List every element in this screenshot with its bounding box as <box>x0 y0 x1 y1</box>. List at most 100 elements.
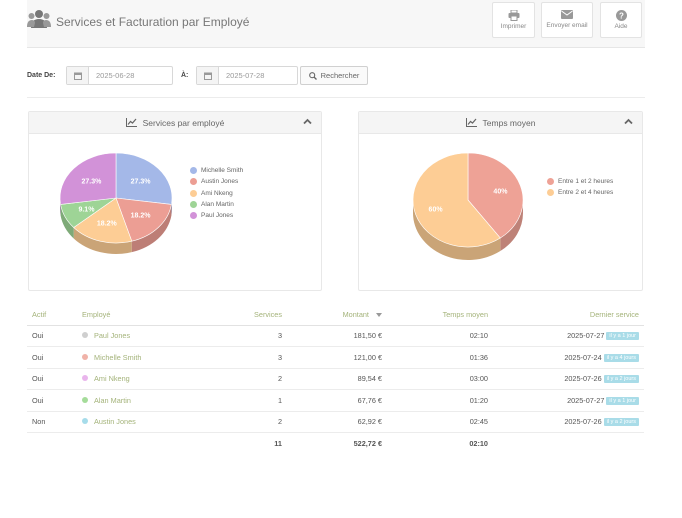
legend-label: Michelle Smith <box>201 167 244 175</box>
legend-swatch <box>190 178 197 186</box>
status-dot <box>82 353 88 360</box>
col-services[interactable]: Services <box>227 305 287 326</box>
legend-swatch <box>190 167 197 175</box>
avg-time-pie-chart: 40% 60% <box>412 152 524 260</box>
last-service-cell: 2025-07-26 il y a 2 jours <box>493 368 644 390</box>
table-row[interactable]: Oui Michelle Smith 3 121,00 €01:36 2025-07-2… <box>27 346 644 369</box>
pie-slice-side <box>60 204 74 239</box>
date-from-value[interactable]: 2025-06-28 <box>96 71 135 80</box>
date-to-value[interactable]: 2025-07-28 <box>226 71 265 80</box>
temps-cell: 03:00 <box>387 368 493 390</box>
legend-item[interactable]: Austin Jones <box>190 176 243 187</box>
print-button[interactable]: Imprimer <box>492 2 535 38</box>
actif-cell: Oui <box>27 346 77 369</box>
temps-cell: 01:36 <box>387 346 493 369</box>
total-montant: 522,72 € <box>353 439 382 448</box>
svg-text:?: ? <box>619 11 624 20</box>
employee-name[interactable]: Michelle Smith <box>94 352 142 362</box>
pie-data-label: 40% <box>493 188 508 195</box>
status-dot <box>82 332 88 339</box>
status-dot <box>82 375 88 382</box>
date-from-label: Date De: <box>27 72 56 79</box>
legend-item[interactable]: Paul Jones <box>190 210 243 221</box>
sort-desc-icon <box>376 313 382 318</box>
employee-name[interactable]: Alan Martin <box>94 395 131 405</box>
pie-slice[interactable] <box>115 197 172 242</box>
last-service-cell: 2025-07-24 il y a 4 jours <box>493 346 644 369</box>
time-ago-badge: il y a 1 jour <box>606 396 639 405</box>
date-to-field[interactable]: 2025-07-28 <box>196 66 298 85</box>
legend-item[interactable]: Alan Martin <box>190 199 243 210</box>
legend-item[interactable]: Ami Nkeng <box>190 188 243 199</box>
col-montant[interactable]: Montant <box>287 305 387 326</box>
totals-row: 11 522,72 € 02:10 <box>27 433 644 455</box>
montant-cell: 89,54 € <box>287 368 387 390</box>
pie-data-label: 60% <box>429 207 444 214</box>
employee-name[interactable]: Paul Jones <box>94 331 131 341</box>
services-legend: Michelle Smith Austin Jones Ami Nkeng Alan … <box>190 165 243 221</box>
pie-data-label: 27.3% <box>131 178 152 185</box>
actif-cell: Oui <box>27 325 77 347</box>
legend-swatch <box>547 178 554 186</box>
services-pie-chart: 27.3% 18.2% 18.2% 9.1% 27.3% <box>59 152 173 254</box>
col-actif[interactable]: Actif <box>27 305 77 326</box>
table-row[interactable]: Non Austin Jones 2 62,92 €02:45 2025-07-26 il… <box>27 411 644 433</box>
avg-time-panel-title: Temps moyen <box>482 117 536 128</box>
page-title: Services et Facturation par Employé <box>56 15 250 29</box>
legend-label: Ami Nkeng <box>201 189 233 197</box>
table-row[interactable]: Oui Ami Nkeng 2 89,54 €03:00 2025-07-26 il y … <box>27 368 644 390</box>
users-icon <box>27 10 51 28</box>
montant-cell: 121,00 € <box>287 346 387 369</box>
legend-label: Entre 2 et 4 heures <box>558 189 614 197</box>
send-email-button[interactable]: Envoyer email <box>541 2 593 38</box>
legend-label: Alan Martin <box>201 201 234 209</box>
employee-cell[interactable]: Ami Nkeng <box>77 368 227 390</box>
services-cell: 2 <box>227 368 287 390</box>
date-from-field[interactable]: 2025-06-28 <box>66 66 173 85</box>
pie-data-label: 18.2% <box>131 213 152 220</box>
pie-slice-side <box>131 204 172 253</box>
col-temps-moyen[interactable]: Temps moyen <box>387 305 493 326</box>
legend-item[interactable]: Michelle Smith <box>190 165 243 176</box>
col-employe[interactable]: Employé <box>77 305 227 326</box>
employee-name[interactable]: Austin Jones <box>94 417 136 427</box>
calendar-icon <box>73 72 82 80</box>
last-service-date: 2025-07-24 <box>564 352 602 362</box>
table-row[interactable]: Oui Alan Martin 1 67,76 €01:20 2025-07-27 il … <box>27 389 644 412</box>
legend-label: Entre 1 et 2 heures <box>558 178 614 186</box>
pie-slice[interactable] <box>73 197 133 244</box>
employee-cell[interactable]: Austin Jones <box>77 411 227 433</box>
last-service-date: 2025-07-27 <box>567 395 605 405</box>
legend-item[interactable]: Entre 1 et 2 heures <box>547 176 613 187</box>
legend-item[interactable]: Entre 2 et 4 heures <box>547 187 613 198</box>
table-row[interactable]: Oui Paul Jones 3 181,50 €02:10 2025-07-27 il … <box>27 325 644 347</box>
actif-cell: Oui <box>27 389 77 412</box>
last-service-date: 2025-07-26 <box>564 374 602 384</box>
temps-cell: 01:20 <box>387 389 493 412</box>
services-panel: Services par employé 27.3% 18.2% 18.2% 9.1%… <box>28 111 322 291</box>
services-cell: 3 <box>227 325 287 347</box>
time-ago-badge: il y a 4 jours <box>603 353 639 362</box>
col-dernier-service[interactable]: Dernier service <box>493 305 644 326</box>
services-cell: 2 <box>227 411 287 433</box>
pie-slice[interactable] <box>412 152 501 248</box>
employee-table: Actif Employé Services Montant Temps moy… <box>27 305 644 454</box>
chevron-up-icon[interactable] <box>303 118 312 125</box>
search-button[interactable]: Rechercher <box>300 66 368 85</box>
pie-slice[interactable] <box>59 152 117 205</box>
legend-swatch <box>547 189 554 197</box>
avg-time-panel-header: Temps moyen <box>359 112 642 134</box>
pie-slice[interactable] <box>115 152 173 205</box>
employee-cell[interactable]: Paul Jones <box>77 325 227 347</box>
pie-slice[interactable] <box>467 152 524 239</box>
help-button[interactable]: ? Aide <box>600 2 642 38</box>
chevron-up-icon[interactable] <box>624 118 633 125</box>
employee-cell[interactable]: Alan Martin <box>77 389 227 412</box>
time-ago-badge: il y a 2 jours <box>603 418 639 427</box>
employee-cell[interactable]: Michelle Smith <box>77 346 227 369</box>
table-header-row: Actif Employé Services Montant Temps moy… <box>27 305 644 326</box>
services-panel-title: Services par employé <box>142 117 225 128</box>
employee-name[interactable]: Ami Nkeng <box>94 374 130 384</box>
line-chart-icon <box>125 118 137 127</box>
date-filter-bar: Date De: 2025-06-28 À: 2025-07-28 Recher… <box>27 66 645 98</box>
